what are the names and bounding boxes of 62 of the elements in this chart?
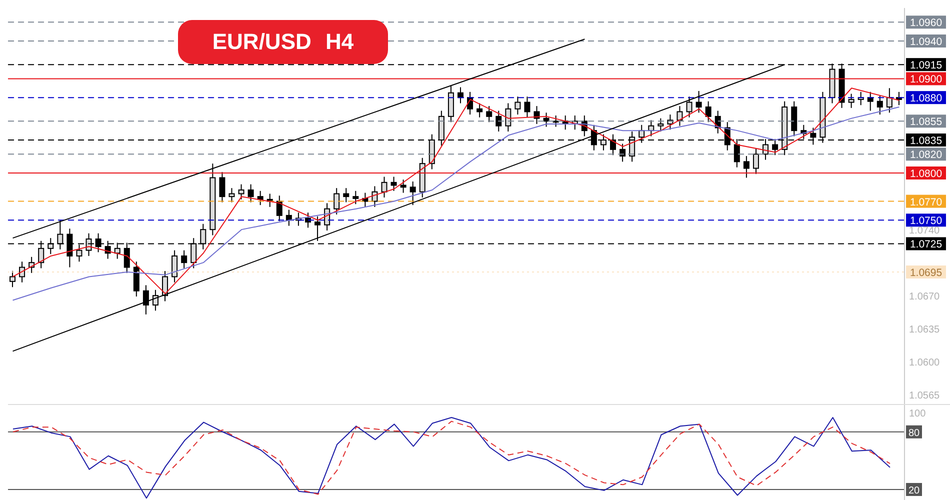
candlestick: [705, 100, 712, 123]
y-tick-label: 1.0740: [909, 226, 940, 237]
candlestick: [791, 100, 798, 137]
y-tick-label: 1.0635: [909, 324, 940, 336]
ref-line-label: 1.0820: [910, 149, 942, 162]
text: EUR/USD H4: [178, 20, 388, 64]
candlestick: [486, 106, 492, 123]
ref-line-label: 1.0940: [910, 36, 942, 48]
y-tick-label: 1.0565: [909, 390, 940, 402]
ref-line-label: 1.0725: [910, 238, 942, 251]
candlestick: [686, 96, 692, 118]
candlestick: [876, 95, 883, 116]
ref-line-label: 1.0960: [910, 17, 942, 30]
candlestick: [257, 190, 264, 206]
candlestick: [228, 188, 235, 203]
candlestick: [314, 216, 321, 242]
y-tick-label: 20: [908, 485, 920, 496]
ref-line-label: 1.0770: [910, 196, 942, 208]
candlestick: [552, 114, 559, 128]
candlestick: [142, 284, 149, 315]
candlestick: [496, 110, 502, 132]
candlestick: [343, 188, 350, 203]
candlestick: [534, 106, 540, 124]
y-tick-label: 1.0600: [909, 358, 940, 369]
candlestick: [181, 250, 188, 269]
ref-line-label: 1.0900: [910, 74, 942, 86]
candlestick: [505, 102, 512, 132]
candlestick: [334, 188, 340, 215]
ref-line-label: 1.0855: [910, 116, 942, 128]
candlestick: [219, 172, 226, 203]
candlestick: [658, 118, 664, 132]
ref-line-label: 1.0695: [910, 267, 942, 279]
y-tick-label: 80: [908, 428, 920, 439]
candlestick: [410, 180, 416, 206]
candlestick: [381, 176, 388, 198]
candlestick: [743, 156, 750, 178]
y-tick-label: 1.0670: [909, 292, 940, 303]
ref-line-label: 1.0835: [910, 135, 942, 147]
candlestick: [352, 190, 359, 205]
candlestick: [676, 106, 683, 126]
candlestick: [248, 184, 254, 203]
ref-line-label: 1.0880: [910, 92, 942, 105]
ref-line-label: 1.0800: [910, 168, 942, 180]
candlestick: [514, 96, 521, 116]
candlestick: [390, 176, 397, 192]
candlestick: [400, 179, 406, 194]
candlestick: [238, 184, 244, 200]
candlestick: [133, 261, 140, 298]
candlestick: [448, 84, 454, 123]
candlestick: [476, 102, 483, 118]
candlestick: [10, 270, 16, 288]
candlestick: [172, 250, 178, 283]
candlestick: [696, 90, 702, 114]
ref-line-label: 1.0750: [910, 215, 942, 228]
candlestick: [772, 138, 778, 156]
candlestick: [752, 148, 759, 174]
candlestick: [524, 96, 530, 118]
candlestick: [152, 289, 158, 312]
y-tick-label: 100: [909, 408, 926, 420]
candlestick: [620, 143, 626, 162]
candlestick: [848, 93, 854, 108]
ref-line-label: 1.0915: [910, 60, 942, 72]
